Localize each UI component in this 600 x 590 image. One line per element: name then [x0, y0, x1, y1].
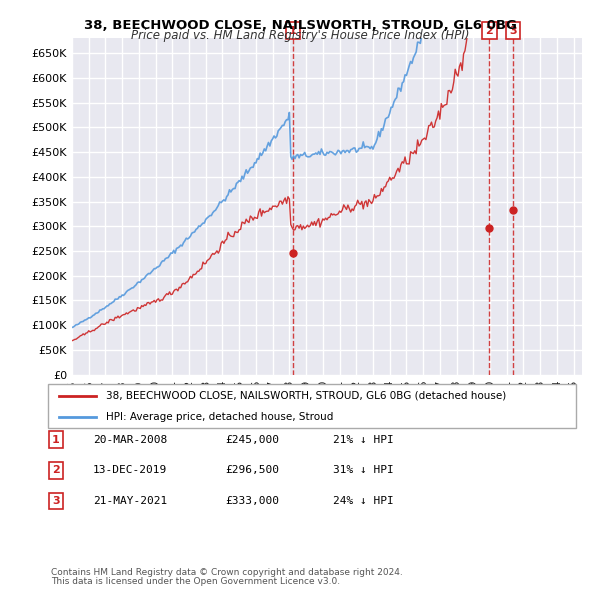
Text: 2: 2 — [485, 25, 493, 35]
Text: 1: 1 — [289, 25, 297, 35]
Text: 3: 3 — [52, 496, 59, 506]
Text: 38, BEECHWOOD CLOSE, NAILSWORTH, STROUD, GL6 0BG (detached house): 38, BEECHWOOD CLOSE, NAILSWORTH, STROUD,… — [106, 391, 506, 401]
Text: £296,500: £296,500 — [225, 466, 279, 475]
Text: £245,000: £245,000 — [225, 435, 279, 444]
Text: 3: 3 — [509, 25, 517, 35]
Text: 13-DEC-2019: 13-DEC-2019 — [93, 466, 167, 475]
Text: 38, BEECHWOOD CLOSE, NAILSWORTH, STROUD, GL6 0BG: 38, BEECHWOOD CLOSE, NAILSWORTH, STROUD,… — [83, 19, 517, 32]
Text: £333,000: £333,000 — [225, 496, 279, 506]
Text: Contains HM Land Registry data © Crown copyright and database right 2024.: Contains HM Land Registry data © Crown c… — [51, 568, 403, 577]
FancyBboxPatch shape — [48, 384, 576, 428]
Text: 31% ↓ HPI: 31% ↓ HPI — [333, 466, 394, 475]
Text: Price paid vs. HM Land Registry's House Price Index (HPI): Price paid vs. HM Land Registry's House … — [131, 30, 469, 42]
Text: 1: 1 — [52, 435, 59, 444]
Text: 21-MAY-2021: 21-MAY-2021 — [93, 496, 167, 506]
Text: 2: 2 — [52, 466, 59, 475]
Text: 21% ↓ HPI: 21% ↓ HPI — [333, 435, 394, 444]
Text: 20-MAR-2008: 20-MAR-2008 — [93, 435, 167, 444]
Text: This data is licensed under the Open Government Licence v3.0.: This data is licensed under the Open Gov… — [51, 578, 340, 586]
Text: HPI: Average price, detached house, Stroud: HPI: Average price, detached house, Stro… — [106, 412, 334, 422]
Text: 24% ↓ HPI: 24% ↓ HPI — [333, 496, 394, 506]
